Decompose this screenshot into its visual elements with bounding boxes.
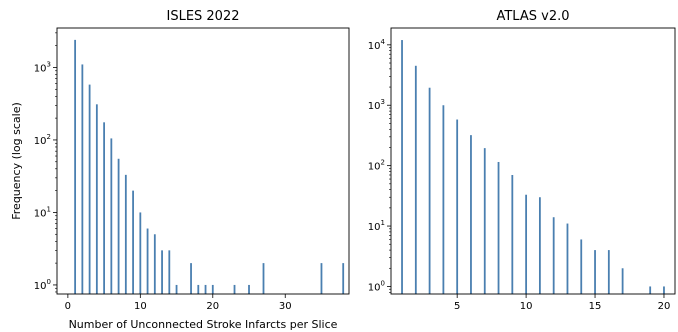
x-tick-label: 0 (65, 301, 71, 312)
bar (81, 64, 84, 294)
bar (117, 158, 120, 294)
y-tick-label: 100 (34, 278, 51, 292)
bar (442, 105, 445, 295)
bar (470, 135, 472, 294)
bar (204, 284, 207, 294)
y-tick-label: 103 (34, 60, 51, 74)
plot-frame (56, 27, 350, 295)
bar (483, 148, 486, 294)
bar (132, 190, 134, 294)
bar (580, 239, 583, 294)
bar (146, 228, 149, 294)
bar (342, 263, 345, 294)
bar (248, 284, 250, 294)
bar (168, 250, 171, 294)
bar (456, 119, 459, 294)
bar (511, 175, 514, 294)
bar (139, 212, 142, 294)
bar (663, 286, 665, 294)
bar (110, 138, 113, 294)
x-tick-label: 15 (589, 301, 602, 312)
bar (414, 65, 417, 294)
bar (649, 286, 652, 294)
bar (428, 87, 431, 294)
x-tick-label: 5 (454, 301, 460, 312)
bar (153, 234, 156, 294)
chart-title: ATLAS v2.0 (496, 9, 569, 24)
y-tick-label: 104 (368, 38, 386, 52)
bar (103, 122, 105, 294)
bar (233, 284, 236, 294)
bar (320, 263, 323, 294)
bar (566, 223, 569, 294)
bar (211, 284, 214, 294)
x-tick-label: 10 (134, 301, 147, 312)
y-axis-label: Frequency (log scale) (10, 102, 23, 220)
y-tick-label: 101 (34, 205, 51, 219)
bar (161, 250, 163, 294)
bar (124, 174, 127, 294)
plot-frame (390, 27, 676, 295)
bar (262, 263, 265, 294)
bar (594, 250, 596, 294)
x-tick-label: 30 (279, 301, 292, 312)
bar (88, 84, 91, 294)
atlas-v2-panel: 5 10 15 20 100 101 102 103 104 ATLAS v2.0 (368, 9, 676, 312)
bar (607, 250, 610, 294)
bar (95, 104, 98, 294)
bar (175, 284, 178, 294)
y-tick-label: 102 (368, 159, 385, 173)
bar (497, 161, 500, 294)
y-tick-label: 102 (34, 133, 51, 147)
x-axis-label: Number of Unconnected Stroke Infarcts pe… (69, 318, 338, 331)
chart-title: ISLES 2022 (166, 9, 239, 24)
bar (552, 217, 555, 294)
y-tick-label: 100 (368, 279, 385, 293)
y-tick-label: 103 (368, 98, 385, 112)
x-tick-label: 20 (206, 301, 219, 312)
y-tick-label: 101 (368, 219, 385, 233)
bar (190, 263, 192, 294)
x-tick-label: 20 (658, 301, 671, 312)
bar (74, 39, 77, 294)
bar (621, 268, 624, 294)
x-tick-label: 10 (520, 301, 533, 312)
bar (401, 40, 403, 294)
bar (538, 197, 541, 294)
bar (525, 194, 528, 294)
isles-2022-panel: 0 10 20 30 100 101 102 103 ISLES 2022 Number of U… (10, 9, 350, 331)
bar (197, 284, 200, 294)
